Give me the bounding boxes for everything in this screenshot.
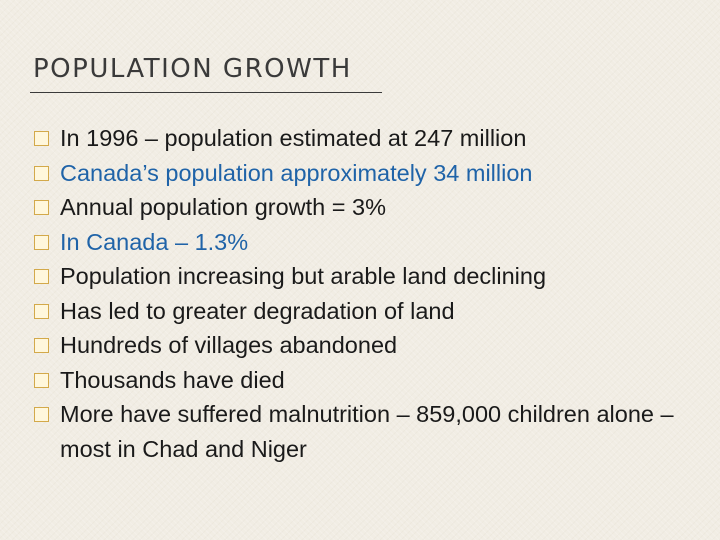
bullet-item: Hundreds of villages abandoned (34, 328, 694, 363)
bullet-text: Hundreds of villages abandoned (60, 332, 398, 358)
bullet-item: Has led to greater degradation of land (34, 294, 694, 329)
slide-title: POPULATION GROWTH (33, 54, 352, 84)
title-underline (30, 92, 382, 93)
bullet-text: In 1996 – population estimated at 247 mi… (60, 125, 527, 151)
square-bullet-icon (34, 303, 49, 319)
bullet-item: Annual population growth = 3% (34, 190, 694, 225)
bullet-text: Thousands have died (60, 366, 285, 393)
square-bullet-icon (34, 200, 49, 215)
bullet-text: Population increasing but arable land de… (60, 263, 547, 289)
square-bullet-icon (34, 131, 49, 146)
square-bullet-icon (34, 269, 49, 284)
bullet-text: In Canada – 1.3% (60, 228, 249, 255)
bullet-item: In Canada – 1.3% (34, 225, 694, 260)
bullet-item: Canada’s population approximately 34 mil… (34, 156, 694, 191)
square-bullet-icon (34, 234, 49, 250)
bullet-item: Thousands have died (34, 363, 694, 398)
bullet-text: Annual population growth = 3% (60, 194, 386, 220)
bullet-item: Population increasing but arable land de… (34, 259, 694, 294)
bullet-list: In 1996 – population estimated at 247 mi… (34, 121, 694, 466)
square-bullet-icon (34, 407, 49, 422)
square-bullet-icon (34, 165, 49, 181)
bullet-item: In 1996 – population estimated at 247 mi… (34, 121, 694, 156)
bullet-text: More have suffered malnutrition – 859,00… (60, 401, 674, 462)
square-bullet-icon (34, 338, 49, 353)
bullet-item: More have suffered malnutrition – 859,00… (34, 397, 694, 466)
bullet-text: Canada’s population approximately 34 mil… (60, 159, 533, 186)
square-bullet-icon (34, 372, 49, 388)
bullet-text: Has led to greater degradation of land (60, 297, 455, 324)
